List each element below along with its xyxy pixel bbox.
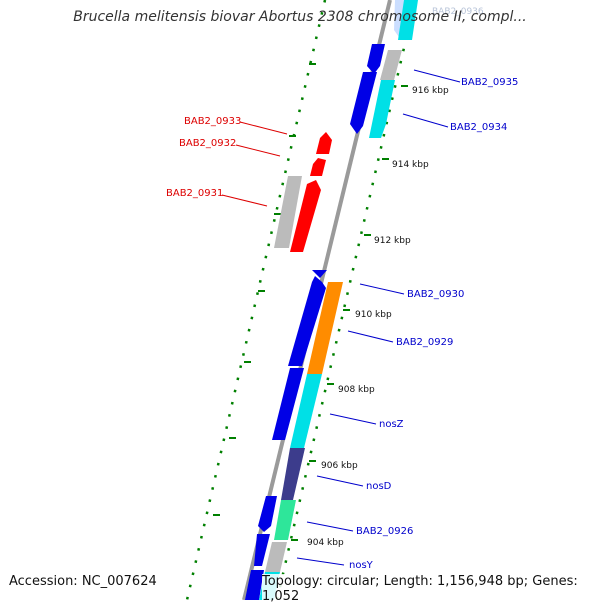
outer-dotted-guide: [185, 0, 327, 600]
kbp-tick-label: 912 kbp: [374, 236, 411, 246]
gene-cds-grey[interactable]: [380, 50, 402, 80]
kbp-tick-label: 906 kbp: [321, 461, 358, 471]
kbp-tick-label: 916 kbp: [412, 86, 449, 96]
gene-label-bab2-0935[interactable]: BAB2_0935: [461, 77, 518, 88]
gene-cyan-nosZ[interactable]: [290, 374, 322, 448]
gene-blue[interactable]: [272, 368, 304, 440]
gene-label-nosz[interactable]: nosZ: [379, 419, 404, 430]
ghost-gene-label: BAB2_0936: [432, 7, 484, 17]
gene-teal-0926[interactable]: [274, 500, 296, 540]
gene-label-bab2-0931[interactable]: BAB2_0931: [166, 188, 223, 199]
gene-cds-blue[interactable]: [367, 44, 385, 74]
gene-grey-0931[interactable]: [274, 176, 302, 248]
gene-blue-small[interactable]: [312, 270, 327, 278]
inner-dotted-guide: [275, 0, 417, 600]
gene-cds-cyan[interactable]: [369, 80, 395, 138]
map-title: Brucella melitensis biovar Abortus 2308 …: [73, 9, 527, 25]
gene-red-0931[interactable]: [290, 180, 321, 252]
gene-blue[interactable]: [258, 496, 277, 532]
accession-label: Accession: NC_007624: [9, 574, 157, 589]
gene-navy-nosD[interactable]: [281, 448, 305, 500]
gene-label-bab2-0933[interactable]: BAB2_0933: [184, 116, 241, 127]
gene-red-0933[interactable]: [316, 132, 332, 154]
gene-blue[interactable]: [245, 570, 264, 600]
gene-cds-cyan[interactable]: [398, 0, 418, 40]
kbp-tick-label: 908 kbp: [338, 385, 375, 395]
gene-blue-0930[interactable]: [288, 276, 326, 366]
kbp-tick-label: 914 kbp: [392, 160, 429, 170]
left-label-connectors: [221, 121, 288, 207]
gene-label-nosd[interactable]: nosD: [366, 481, 392, 492]
gene-grey-nosY[interactable]: [265, 542, 287, 572]
kbp-tick-label: 904 kbp: [307, 538, 344, 548]
right-label-connectors: [296, 69, 461, 566]
gene-label-bab2-0932[interactable]: BAB2_0932: [179, 138, 236, 149]
gene-label-bab2-0934[interactable]: BAB2_0934: [450, 122, 507, 133]
topology-label: Topology: circular; Length: 1,156,948 bp…: [262, 574, 600, 604]
gene-orange-0929[interactable]: [307, 282, 343, 374]
gene-cds-blue[interactable]: [350, 72, 377, 134]
gene-label-bab2-0929[interactable]: BAB2_0929: [396, 337, 453, 348]
gene-label-bab2-0926[interactable]: BAB2_0926: [356, 526, 413, 537]
left-major-ticks: [213, 63, 316, 516]
gene-label-bab2-0930[interactable]: BAB2_0930: [407, 289, 464, 300]
gene-label-nosy[interactable]: nosY: [349, 560, 374, 571]
kbp-tick-label: 910 kbp: [355, 310, 392, 320]
gene-red-0932[interactable]: [310, 158, 326, 176]
right-major-ticks: [291, 85, 408, 541]
gene-blue[interactable]: [254, 534, 270, 566]
